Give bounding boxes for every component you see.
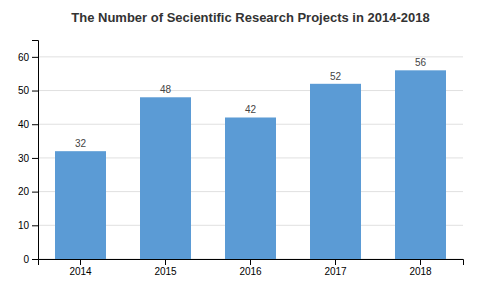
x-tick-label: 2016 xyxy=(239,266,262,277)
data-labels: 32 48 42 52 56 xyxy=(75,57,427,149)
y-axis: 0 10 20 30 40 50 60 xyxy=(18,41,39,265)
y-tick-label: 0 xyxy=(23,254,29,265)
data-label: 42 xyxy=(245,104,257,115)
y-tick-label: 60 xyxy=(18,52,30,63)
bar xyxy=(140,97,191,259)
y-tick-mark xyxy=(32,124,38,125)
y-tick: 10 xyxy=(18,220,38,231)
data-label: 32 xyxy=(75,138,87,149)
x-tick-mark xyxy=(335,259,336,265)
data-label: 48 xyxy=(160,84,172,95)
x-tick-label: 2018 xyxy=(409,266,432,277)
y-tick-label: 40 xyxy=(18,119,30,130)
y-axis-line xyxy=(32,41,39,260)
x-tick-label: 2017 xyxy=(324,266,347,277)
x-tick-mark xyxy=(80,259,81,265)
y-tick: 40 xyxy=(18,119,38,130)
y-tick: 60 xyxy=(18,52,38,63)
y-tick: 20 xyxy=(18,186,38,197)
grid xyxy=(38,57,463,259)
chart-container: The Number of Secientific Research Proje… xyxy=(0,0,479,287)
y-tick: 0 xyxy=(23,254,38,265)
bars xyxy=(55,70,446,259)
y-tick: 50 xyxy=(18,85,38,96)
x-tick-label: 2015 xyxy=(154,266,177,277)
x-tick: 2017 xyxy=(324,259,347,277)
bar xyxy=(225,117,276,259)
bar xyxy=(55,151,106,259)
y-tick-label: 30 xyxy=(18,153,30,164)
x-axis: 2014 2015 2016 2017 2018 xyxy=(39,259,464,277)
x-tick: 2018 xyxy=(409,259,432,277)
x-tick-mark xyxy=(420,259,421,265)
y-tick: 30 xyxy=(18,153,38,164)
y-tick-mark xyxy=(32,158,38,159)
y-tick-label: 10 xyxy=(18,220,30,231)
x-tick: 2014 xyxy=(69,259,92,277)
grid-line xyxy=(38,56,463,57)
bar xyxy=(395,70,446,259)
x-tick-mark xyxy=(165,259,166,265)
y-tick-label: 20 xyxy=(18,186,30,197)
data-label: 56 xyxy=(415,57,427,68)
y-tick-mark xyxy=(32,225,38,226)
x-tick-label: 2014 xyxy=(69,266,92,277)
data-label: 52 xyxy=(330,71,342,82)
y-tick-mark xyxy=(32,259,38,260)
y-tick-label: 50 xyxy=(18,85,30,96)
y-tick-mark xyxy=(32,192,38,193)
bar xyxy=(310,84,361,259)
x-tick: 2016 xyxy=(239,259,262,277)
y-tick-mark xyxy=(32,91,38,92)
y-tick-mark xyxy=(32,57,38,58)
x-axis-line xyxy=(39,260,464,266)
x-tick: 2015 xyxy=(154,259,177,277)
chart: The Number of Secientific Research Proje… xyxy=(0,0,479,287)
title: The Number of Secientific Research Proje… xyxy=(71,10,429,25)
x-tick-mark xyxy=(250,259,251,265)
